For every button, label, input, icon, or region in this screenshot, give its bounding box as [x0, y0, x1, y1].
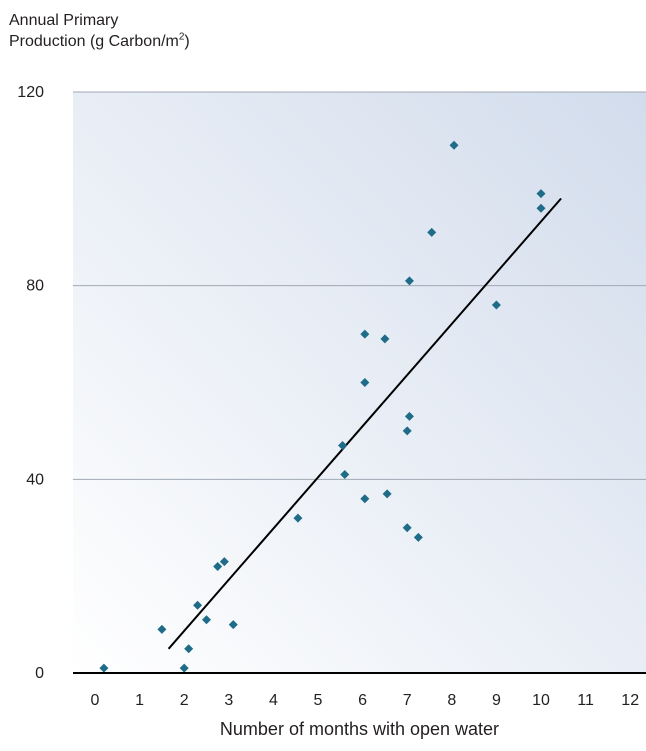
- y-tick-labels: 0 40 80 120: [17, 84, 44, 682]
- x-tick-label: 12: [621, 692, 639, 709]
- data-point: [219, 557, 229, 567]
- y-tick-label: 0: [35, 665, 44, 682]
- x-tick-label: 7: [403, 692, 412, 709]
- data-point: [293, 513, 303, 523]
- y-axis-title: Annual Primary Production (g Carbon/m2): [9, 10, 190, 52]
- y-axis-title-line2: Production (g Carbon/m2): [9, 31, 190, 52]
- x-tick-label: 0: [91, 692, 100, 709]
- x-axis-title: Number of months with open water: [219, 719, 500, 739]
- plot-background: [73, 92, 646, 673]
- data-point: [413, 532, 423, 542]
- data-point: [449, 140, 459, 150]
- data-point: [360, 378, 370, 387]
- x-tick-label: 10: [532, 692, 550, 709]
- data-point: [360, 494, 370, 504]
- data-point: [99, 663, 109, 673]
- y-axis-title-line1: Annual Primary: [9, 12, 119, 29]
- data-point: [536, 203, 546, 213]
- data-point: [340, 469, 350, 479]
- x-tick-label: 8: [447, 692, 456, 709]
- data-point: [491, 300, 501, 310]
- x-tick-label: 6: [358, 692, 367, 709]
- y-tick-label: 120: [17, 84, 44, 101]
- data-point: [536, 189, 546, 199]
- y-tick-label: 40: [26, 471, 44, 488]
- data-point: [402, 523, 412, 533]
- data-point: [402, 426, 412, 436]
- x-tick-label: 3: [224, 692, 233, 709]
- x-tick-label: 4: [269, 692, 278, 709]
- trend-line: [167, 197, 562, 650]
- y-tick-label: 80: [26, 278, 44, 295]
- data-point: [179, 663, 189, 673]
- x-tick-label: 2: [180, 692, 189, 709]
- data-point: [202, 615, 211, 625]
- data-point: [360, 329, 370, 339]
- gridlines: [73, 91, 646, 480]
- data-point: [380, 334, 390, 344]
- data-point: [228, 620, 238, 630]
- data-point: [213, 561, 223, 571]
- data-point: [184, 644, 194, 654]
- x-tick-label: 1: [135, 692, 144, 709]
- y-axis-title-line2-text: Production (g Carbon/m: [9, 33, 179, 50]
- data-point: [338, 440, 348, 450]
- x-tick-label: 9: [492, 692, 501, 709]
- data-point: [157, 624, 167, 634]
- x-tick-label: 11: [577, 692, 594, 709]
- y-axis-title-superscript: 2: [178, 31, 185, 43]
- data-point: [404, 411, 414, 421]
- data-point: [404, 276, 414, 286]
- data-points: [99, 140, 546, 673]
- data-point: [193, 600, 203, 610]
- data-point: [382, 489, 392, 499]
- x-tick-labels: 0 1 2 3 4 5 6 7 8 9 10 11 12: [91, 692, 640, 709]
- x-tick-label: 5: [314, 692, 323, 709]
- trend-line-group: [167, 197, 562, 650]
- data-point: [427, 227, 437, 237]
- y-axis-title-line2-close: ): [184, 33, 190, 50]
